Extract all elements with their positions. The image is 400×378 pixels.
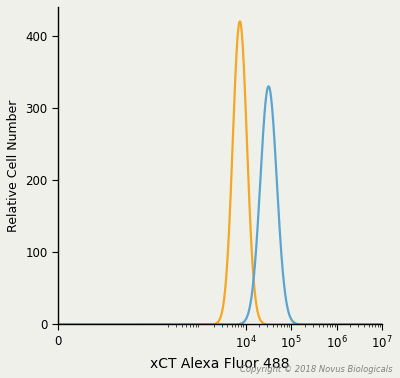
Text: Copyright © 2018 Novus Biologicals: Copyright © 2018 Novus Biologicals — [240, 365, 392, 374]
Y-axis label: Relative Cell Number: Relative Cell Number — [7, 99, 20, 232]
X-axis label: xCT Alexa Fluor 488: xCT Alexa Fluor 488 — [150, 357, 290, 371]
